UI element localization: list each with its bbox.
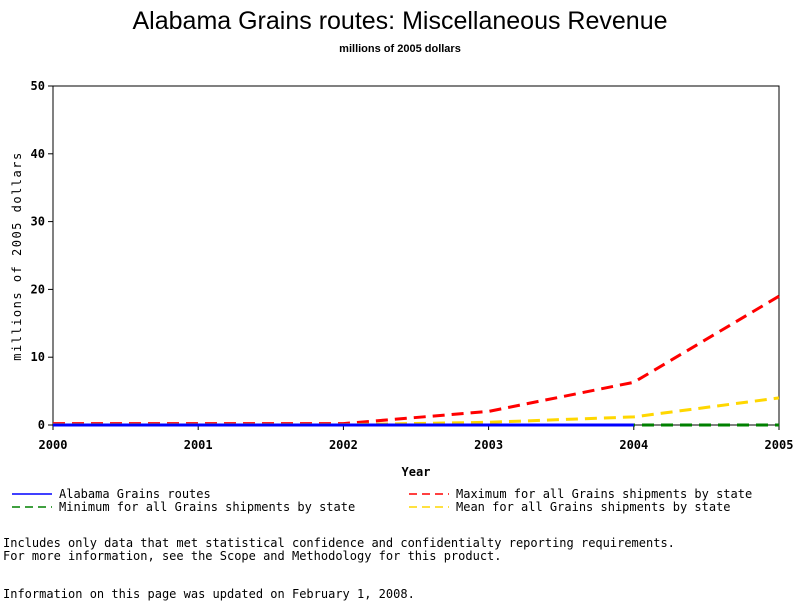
- y-tick-label: 10: [31, 350, 45, 364]
- x-axis-label: Year: [402, 465, 431, 479]
- footnote-confidence: Includes only data that met statistical …: [3, 536, 675, 550]
- y-tick-label: 50: [31, 79, 45, 93]
- footnote-updated: Information on this page was updated on …: [3, 587, 415, 601]
- maximum-line: [53, 294, 780, 426]
- footnote-methodology: For more information, see the Scope and …: [3, 549, 502, 563]
- y-tick-label: 40: [31, 147, 45, 161]
- legend-item-mean: Mean for all Grains shipments by state: [409, 500, 731, 514]
- chart-title: Alabama Grains routes: Miscellaneous Rev…: [132, 7, 668, 35]
- legend-item-minimum: Minimum for all Grains shipments by stat…: [12, 500, 355, 514]
- legend-item-maximum: Maximum for all Grains shipments by stat…: [409, 487, 752, 501]
- legend-item-alabama-grains-routes: Alabama Grains routes: [12, 487, 211, 501]
- x-tick-label: 2001: [184, 438, 213, 452]
- series-lines: [53, 294, 780, 427]
- y-tick-label: 20: [31, 282, 45, 296]
- x-tick-label: 2005: [765, 438, 794, 452]
- legend-label: Mean for all Grains shipments by state: [456, 500, 731, 514]
- x-axis: 2000 2001 2002 2003 2004 2005: [39, 425, 794, 452]
- y-axis: 0 10 20 30 40 50: [31, 79, 53, 432]
- plot-frame: [52, 85, 780, 426]
- x-tick-label: 2004: [619, 438, 648, 452]
- y-tick-label: 30: [31, 215, 45, 229]
- y-axis-label: millions of 2005 dollars: [10, 151, 24, 360]
- x-tick-label: 2003: [474, 438, 503, 452]
- y-tick-label: 0: [38, 418, 45, 432]
- legend-label: Minimum for all Grains shipments by stat…: [59, 500, 355, 514]
- mean-line: [53, 396, 780, 427]
- plot-area-border: [52, 85, 780, 426]
- x-tick-label: 2000: [39, 438, 68, 452]
- legend-label: Maximum for all Grains shipments by stat…: [456, 487, 752, 501]
- chart-subtitle: millions of 2005 dollars: [339, 43, 461, 55]
- x-tick-label: 2002: [329, 438, 358, 452]
- legend: Alabama Grains routes Maximum for all Gra…: [12, 487, 752, 514]
- legend-label: Alabama Grains routes: [59, 487, 211, 501]
